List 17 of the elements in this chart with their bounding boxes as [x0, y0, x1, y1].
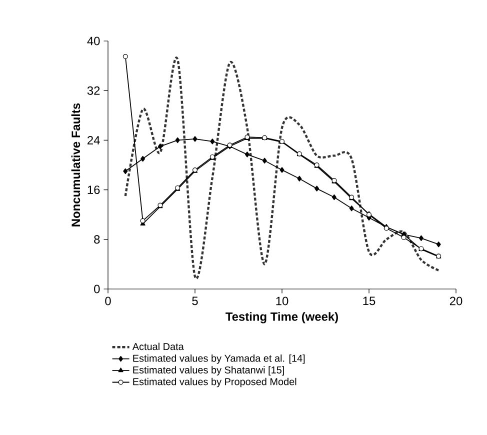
y-tick-label: 0: [94, 284, 100, 294]
y-tick-label: 16: [88, 186, 100, 194]
y-tick-label: 40: [87, 36, 100, 46]
legend-label: Estimated values by Proposed Model: [133, 378, 296, 388]
y-tick-label: 32: [87, 86, 100, 95]
x-tick-label: 0: [105, 296, 111, 306]
y-axis-title: Noncumulative Faults: [71, 103, 80, 226]
legend-label: Estimated values by Shatanwi [15]: [133, 366, 284, 376]
x-tick-label: 20: [450, 296, 462, 306]
x-axis-title: Testing Time (week): [226, 312, 338, 324]
x-tick-label: 5: [192, 296, 198, 306]
legend-label: Actual Data: [132, 342, 184, 350]
y-tick-label: 24: [88, 136, 100, 144]
legend-label: Estimated values by Yamada et al. [14]: [133, 354, 305, 364]
x-tick-label: 10: [276, 296, 288, 306]
y-tick-label: 8: [94, 235, 100, 244]
x-tick-label: 15: [363, 296, 376, 306]
